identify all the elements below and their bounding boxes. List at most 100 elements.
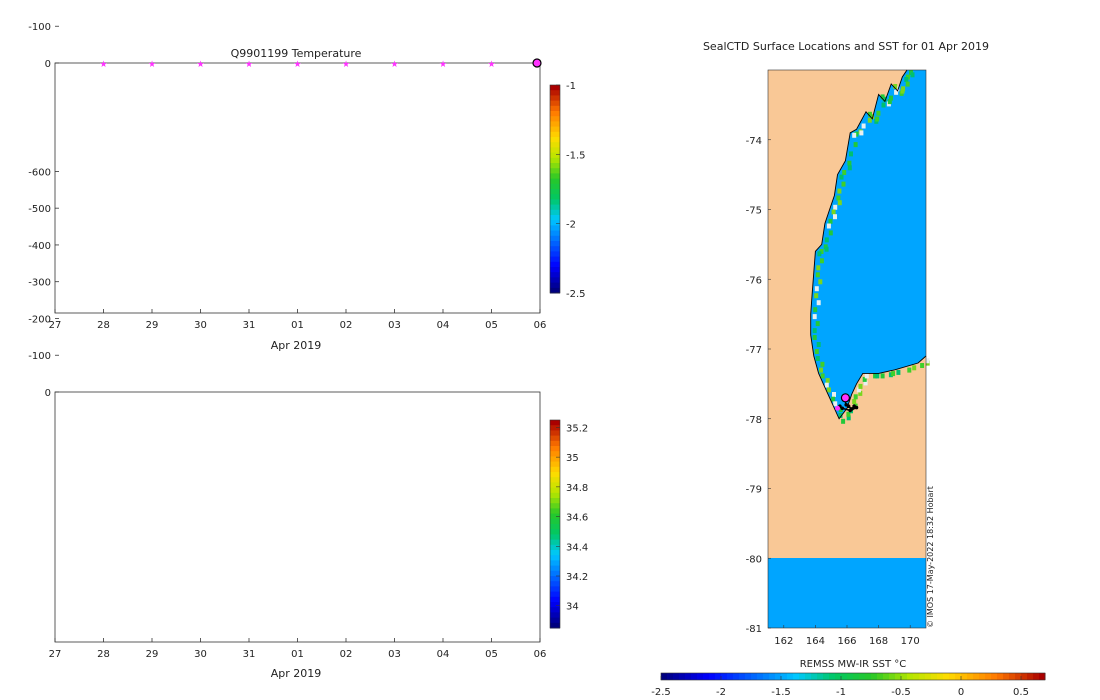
profile-marker: ★ [439,60,447,70]
temperature-xtick-label: 01 [291,320,304,331]
salinity-xtick-label: 02 [340,649,353,660]
map-lat-ticks: -74 -75 -76 -77 -78 -79 -80 -81 [746,136,771,635]
map-colorbar-swatch [805,673,812,680]
profile-marker: ★ [99,60,107,70]
salinity-colorbar-swatch [550,498,560,504]
coastal-pixel [905,81,910,87]
map-colorbar-swatch [889,673,896,680]
coastal-pixel [815,272,820,278]
coastal-pixel [896,369,901,375]
temperature-colorbar-swatch [550,220,560,226]
coastal-pixel [833,401,838,407]
temperature-xtick-label: 31 [243,320,256,331]
coastal-pixel [831,396,836,402]
map-lat-label: -77 [746,345,762,356]
track-point [848,408,852,413]
map-coastline [810,69,927,420]
coastal-pixel [870,114,875,120]
temperature-colorbar-swatch [550,230,560,237]
coastal-pixel [817,251,822,257]
salinity-colorbar-swatch [550,487,560,494]
temperature-colorbar-swatch [550,131,560,138]
profile-marker: ★ [196,60,204,70]
coastal-pixel [891,371,896,377]
salinity-colorbar-swatch [550,560,560,567]
coastal-pixel [841,418,846,424]
salinity-colorbar-swatch [550,539,560,546]
temperature-colorbar-swatch [550,85,560,91]
map-lat-label: -75 [746,206,762,217]
temperature-y-ticks: 0-100-200-300-400-500-600 [28,22,59,70]
map-lat-label: -80 [746,554,762,565]
temperature-colorbar-swatch [550,142,560,148]
temperature-colorbar-swatch [550,287,560,294]
coastal-pixel [815,321,820,327]
salinity-colorbar-swatch [550,550,560,556]
map-colorbar-swatch [679,673,686,680]
map-open-sea-south [768,558,926,628]
salinity-colorbar-label: 35.2 [566,423,588,434]
temperature-colorbar-swatch [550,241,560,247]
coastal-pixel [912,365,917,371]
temperature-colorbar-swatch [550,235,560,242]
map-lon-ticks: 162 164 166 168 170 [774,625,920,647]
salinity-colorbar-swatch [550,544,560,551]
salinity-x-ticks: 27 28 29 30 31 01 02 03 04 05 06 [49,638,546,660]
map-colorbar-swatch [1027,673,1034,680]
salinity-colorbar-label: 34 [566,602,579,613]
salinity-colorbar-swatch [550,461,560,468]
salinity-xlabel: Apr 2019 [271,667,322,680]
coastal-pixel [900,88,905,94]
temperature-colorbar-swatch [550,183,560,190]
coastal-pixel [828,230,833,236]
salinity-colorbar-swatch [550,472,560,478]
profile-markers: ★ ★ ★ ★ ★ ★ ★ ★ ★ [99,58,542,70]
salinity-ytick-label: -100 [28,351,51,362]
coastal-pixel [816,265,821,271]
salinity-colorbar-label: 35 [566,453,579,464]
coastal-pixel [812,314,817,320]
salinity-ytick-label: 0 [45,388,51,399]
coastal-pixel [824,246,829,252]
coastal-pixel [893,84,898,89]
salinity-xtick-label: 27 [49,649,62,660]
map-colorbar-swatch [937,673,944,680]
salinity-colorbar-label: 34.6 [566,513,588,524]
temperature-colorbar-swatch [550,225,560,232]
temperature-x-ticks: 27 28 29 30 31 01 02 03 04 05 06 [49,309,546,331]
coastal-pixel [910,72,915,78]
map-lat-label: -76 [746,275,762,286]
coastal-pixel [876,110,881,116]
temperature-colorbar-swatch [550,251,560,258]
temperature-colorbar-label: -2.5 [566,289,586,300]
map-colorbar-swatch [895,673,902,680]
salinity-colorbar-swatch [550,534,560,541]
temperature-colorbar-swatch [550,277,560,284]
temperature-panel: Q9901199 Temperature 0 -100 -200 -300 -400 -5… [28,22,586,352]
map-colorbar-label: REMSS MW-IR SST °C [800,659,907,670]
salinity-colorbar-swatch [550,555,560,561]
coastal-pixel [820,373,825,379]
map-lon-label: 162 [774,636,793,647]
coastal-pixel [852,132,857,138]
map-colorbar-swatch [775,673,782,680]
coastal-pixel [875,373,880,379]
temperature-xtick-label: 28 [97,320,110,331]
map-colorbar-swatch [1039,673,1046,680]
map-colorbar-swatch [763,673,770,680]
coastal-pixel [875,116,880,122]
coastal-pixel [894,89,899,95]
coastal-pixel [812,328,817,334]
salinity-colorbar-swatch [550,596,560,603]
map-colorbar-swatch [925,673,932,680]
salinity-xtick-label: 04 [437,649,450,660]
map-colorbar-tick-label: -0.5 [891,687,911,698]
temperature-colorbar-swatch [550,90,560,96]
temperature-colorbar-swatch [550,121,560,128]
map-colorbar-swatch [835,673,842,680]
map-colorbar-swatch [745,673,752,680]
coastal-pixel [867,117,872,123]
coastal-pixel [816,300,821,306]
map-colorbar-swatch [733,673,740,680]
